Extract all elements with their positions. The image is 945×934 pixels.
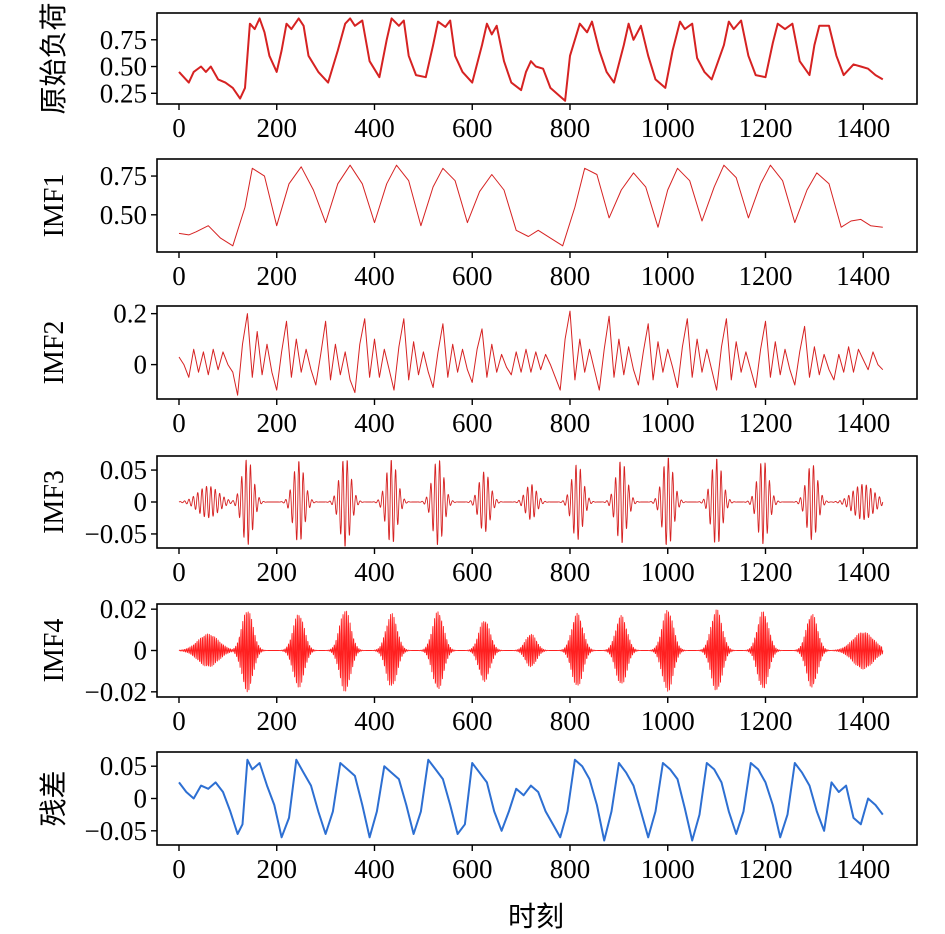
y-tick-label: −0.05 <box>85 519 147 549</box>
y-tick-label: 0 <box>134 350 148 380</box>
y-axis-label: IMF1 <box>39 174 70 238</box>
x-tick-label: 200 <box>256 557 297 587</box>
axes-frame <box>156 158 918 253</box>
x-tick-label: 600 <box>452 557 493 587</box>
x-tick-label: 0 <box>172 557 186 587</box>
y-tick-label: 0 <box>134 636 148 666</box>
x-tick-label: 800 <box>550 854 591 884</box>
y-tick-label: 0.50 <box>100 52 147 82</box>
x-tick-label: 1000 <box>641 557 695 587</box>
subplot-5: −0.02 0 0.02 0 200 400 600 800 1000 1200 1400 IMF4 <box>39 594 918 736</box>
x-tick-label: 1200 <box>738 408 792 438</box>
y-axis-label: 原始负荷 <box>38 2 70 114</box>
y-tick-label: 0 <box>134 487 148 517</box>
x-tick-label: 1400 <box>836 557 890 587</box>
x-tick-label: 1000 <box>641 261 695 291</box>
x-tick-label: 400 <box>354 261 395 291</box>
y-tick-label: 0.75 <box>100 25 147 55</box>
series-line-4 <box>178 457 884 547</box>
subplot-3: 0 0.2 0 200 400 600 800 1000 1200 1400 IMF2 <box>39 299 918 438</box>
x-tick-label: 1200 <box>738 113 792 143</box>
y-tick-label: 0 <box>134 784 148 814</box>
y-tick-label: 0.02 <box>100 594 147 624</box>
x-tick-label: 800 <box>550 113 591 143</box>
x-tick-label: 0 <box>172 854 186 884</box>
x-tick-label: 1400 <box>836 706 890 736</box>
y-tick-label: −0.02 <box>85 677 147 707</box>
x-tick-label: 1000 <box>641 854 695 884</box>
x-tick-label: 0 <box>172 113 186 143</box>
y-tick-label: 0.50 <box>100 200 147 230</box>
y-tick-label: 0.05 <box>100 751 147 781</box>
subplot-2: 0.50 0.75 0 200 400 600 800 1000 1200 1400 IMF1 <box>39 158 918 291</box>
x-tick-label: 0 <box>172 261 186 291</box>
x-tick-label: 200 <box>256 261 297 291</box>
series-line-5 <box>178 609 884 693</box>
series-line-1 <box>178 17 884 102</box>
x-tick-label: 1000 <box>641 706 695 736</box>
subplot-1: 0.250.500.75 0 200 400 600 800 1000 1200 1400 原始负… <box>38 2 918 143</box>
x-tick-label: 1400 <box>836 854 890 884</box>
x-tick-label: 600 <box>452 408 493 438</box>
x-tick-label: 600 <box>452 706 493 736</box>
x-tick-label: 200 <box>256 113 297 143</box>
y-tick-label: 0.2 <box>113 299 147 329</box>
x-tick-label: 400 <box>354 408 395 438</box>
y-axis-label: 残差 <box>38 770 70 826</box>
subplot-stack: 0.250.500.750 200 400 600 800 1000 1200 1400原始负… <box>38 2 918 884</box>
x-tick-label: 800 <box>550 261 591 291</box>
y-axis-label: IMF3 <box>39 470 70 534</box>
x-tick-label: 800 <box>550 557 591 587</box>
x-tick-label: 1000 <box>641 408 695 438</box>
series-line-6 <box>178 758 884 842</box>
y-axis-label: IMF2 <box>39 321 70 385</box>
x-tick-label: 1200 <box>738 261 792 291</box>
y-tick-label: 0.25 <box>100 78 147 108</box>
x-tick-label: 400 <box>354 706 395 736</box>
x-tick-label: 400 <box>354 113 395 143</box>
x-tick-label: 1400 <box>836 408 890 438</box>
series-line-3 <box>178 310 884 396</box>
x-tick-label: 800 <box>550 706 591 736</box>
x-tick-label: 1000 <box>641 113 695 143</box>
x-tick-label: 1200 <box>738 854 792 884</box>
x-tick-label: 600 <box>452 261 493 291</box>
x-tick-label: 600 <box>452 854 493 884</box>
x-tick-label: 200 <box>256 408 297 438</box>
series-line-2 <box>178 164 883 247</box>
x-tick-label: 1200 <box>738 557 792 587</box>
x-tick-label: 0 <box>172 706 186 736</box>
x-tick-label: 400 <box>354 854 395 884</box>
axes-frame <box>156 305 918 400</box>
x-tick-label: 200 <box>256 706 297 736</box>
x-tick-label: 1200 <box>738 706 792 736</box>
x-tick-label: 600 <box>452 113 493 143</box>
x-axis-label: 时刻 <box>508 901 564 933</box>
x-tick-label: 1400 <box>836 113 890 143</box>
axes-frame <box>156 12 918 105</box>
y-axis-label: IMF4 <box>39 619 70 683</box>
y-tick-label: 0.75 <box>100 161 147 191</box>
x-tick-label: 0 <box>172 408 186 438</box>
x-tick-label: 400 <box>354 557 395 587</box>
y-tick-label: −0.05 <box>85 816 147 846</box>
x-tick-label: 800 <box>550 408 591 438</box>
x-tick-label: 1400 <box>836 261 890 291</box>
y-tick-label: 0.05 <box>100 455 147 485</box>
x-tick-label: 200 <box>256 854 297 884</box>
